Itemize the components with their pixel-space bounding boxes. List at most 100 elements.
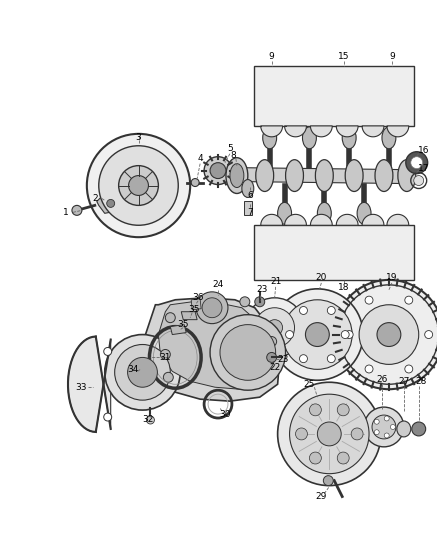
Circle shape [411, 157, 423, 168]
Circle shape [374, 419, 379, 424]
Text: 35: 35 [188, 305, 200, 314]
Circle shape [255, 308, 294, 348]
Circle shape [210, 314, 286, 390]
Ellipse shape [398, 160, 416, 191]
Text: 18: 18 [339, 284, 350, 293]
Circle shape [72, 205, 82, 215]
Circle shape [104, 413, 112, 421]
Circle shape [377, 322, 401, 346]
Text: 8: 8 [230, 151, 236, 160]
Circle shape [146, 416, 155, 424]
Polygon shape [145, 298, 279, 401]
Polygon shape [362, 214, 384, 225]
Circle shape [359, 305, 419, 365]
Ellipse shape [230, 164, 244, 188]
Text: 2: 2 [92, 194, 98, 203]
Circle shape [163, 373, 173, 382]
Polygon shape [387, 126, 409, 137]
Polygon shape [181, 312, 197, 320]
Circle shape [196, 292, 228, 324]
Polygon shape [261, 126, 283, 137]
Polygon shape [191, 299, 201, 310]
Circle shape [290, 394, 369, 474]
Polygon shape [261, 214, 283, 225]
Circle shape [115, 344, 170, 400]
Circle shape [272, 289, 363, 380]
Text: 36: 36 [192, 293, 204, 302]
Text: 19: 19 [386, 273, 398, 282]
Circle shape [240, 297, 250, 307]
Ellipse shape [357, 203, 371, 224]
Circle shape [160, 350, 170, 359]
Polygon shape [285, 214, 307, 225]
Circle shape [372, 415, 396, 439]
Circle shape [305, 322, 329, 346]
Circle shape [278, 382, 381, 486]
Circle shape [296, 428, 307, 440]
Ellipse shape [375, 160, 393, 191]
Text: 34: 34 [127, 365, 138, 374]
Circle shape [390, 424, 396, 430]
Ellipse shape [226, 158, 248, 193]
Polygon shape [336, 126, 358, 137]
Circle shape [405, 365, 413, 373]
Circle shape [104, 348, 112, 356]
Polygon shape [311, 126, 332, 137]
Circle shape [341, 330, 349, 338]
Ellipse shape [263, 127, 277, 149]
Text: 30: 30 [219, 409, 231, 418]
Ellipse shape [397, 421, 411, 437]
Circle shape [165, 313, 175, 322]
Circle shape [99, 146, 178, 225]
Circle shape [309, 404, 321, 416]
Circle shape [300, 354, 307, 362]
Text: 32: 32 [143, 415, 154, 424]
Text: 17: 17 [418, 164, 429, 173]
Text: 16: 16 [418, 146, 429, 155]
Circle shape [283, 300, 352, 369]
Ellipse shape [303, 127, 316, 149]
Circle shape [374, 430, 379, 435]
Circle shape [202, 298, 222, 318]
Circle shape [327, 354, 335, 362]
Circle shape [412, 422, 426, 436]
Ellipse shape [242, 180, 254, 197]
Polygon shape [97, 193, 119, 213]
Text: 23: 23 [277, 355, 288, 364]
Circle shape [337, 404, 349, 416]
Circle shape [384, 433, 389, 438]
Text: 1: 1 [63, 208, 69, 217]
Circle shape [323, 475, 333, 486]
Circle shape [318, 422, 341, 446]
Ellipse shape [345, 160, 363, 191]
Ellipse shape [342, 127, 356, 149]
Text: 26: 26 [376, 375, 388, 384]
Polygon shape [170, 325, 186, 335]
Polygon shape [336, 214, 358, 225]
Circle shape [204, 157, 232, 184]
Ellipse shape [286, 160, 304, 191]
Circle shape [365, 296, 373, 304]
Text: 7: 7 [247, 208, 253, 217]
Polygon shape [387, 214, 409, 225]
Circle shape [337, 452, 349, 464]
Circle shape [191, 179, 199, 187]
Circle shape [327, 306, 335, 314]
Circle shape [107, 199, 115, 207]
Polygon shape [285, 126, 307, 137]
Circle shape [351, 428, 363, 440]
Circle shape [286, 330, 293, 338]
Circle shape [210, 163, 226, 179]
Circle shape [300, 306, 307, 314]
Circle shape [384, 416, 389, 421]
Text: 9: 9 [389, 52, 395, 61]
Text: 15: 15 [339, 52, 350, 61]
Circle shape [129, 175, 148, 196]
Circle shape [414, 175, 424, 185]
Circle shape [405, 296, 413, 304]
Circle shape [334, 280, 438, 389]
Ellipse shape [382, 127, 396, 149]
Ellipse shape [318, 203, 331, 224]
Text: 25: 25 [304, 379, 315, 389]
Text: 35: 35 [177, 320, 189, 329]
